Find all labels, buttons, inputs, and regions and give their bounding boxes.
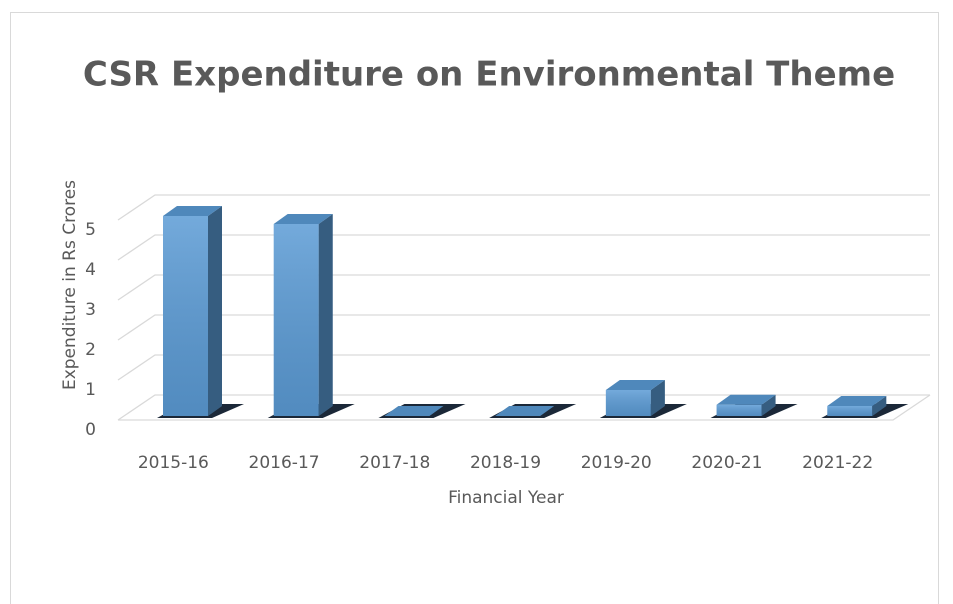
bar-shade [273, 224, 319, 416]
bar-shade [605, 390, 651, 416]
x-axis-label: Financial Year [448, 488, 564, 508]
bar-top-shade [716, 394, 776, 405]
y-tick-label: 5 [85, 220, 96, 240]
bar-top-shade [827, 396, 887, 406]
bar-side-shade [761, 394, 776, 416]
grid-line [117, 274, 930, 301]
grid-line [117, 394, 930, 421]
x-tick-label: 2018-19 [470, 453, 541, 473]
y-axis-label: Expenditure in Rs Crores [60, 180, 80, 390]
bar-side [208, 206, 222, 416]
x-tick-label: 2019-20 [581, 453, 652, 473]
bar-top [273, 214, 333, 224]
bar-top [605, 380, 665, 390]
grid-line [117, 314, 930, 341]
bar-side-shade [318, 214, 333, 416]
chart-title: CSR Expenditure on Environmental Theme [83, 55, 895, 95]
bar-side [761, 394, 776, 416]
grid-line [117, 234, 930, 261]
bar-shade [827, 406, 873, 416]
x-tick-label: 2016-17 [249, 453, 320, 473]
bar-side-shade [208, 206, 222, 416]
bar-top [716, 394, 776, 405]
x-tick-label: 2017-18 [359, 453, 430, 473]
bar-side [872, 396, 887, 416]
bar-shade [163, 216, 208, 416]
bar-shade [716, 404, 762, 416]
bar-top [384, 406, 444, 416]
bar-top-shade [495, 406, 555, 416]
y-tick-label: 3 [85, 300, 96, 320]
bar-side [318, 214, 333, 416]
y-tick-label: 2 [85, 340, 96, 360]
bar-top [827, 396, 887, 406]
x-tick-label: 2020-21 [691, 453, 762, 473]
y-tick-label: 0 [85, 420, 96, 440]
grid-line [117, 194, 930, 221]
bar-side-shade [650, 380, 665, 416]
floor [118, 394, 931, 421]
bar-side [650, 380, 665, 416]
chart-frame [10, 12, 939, 604]
grid-line [117, 354, 930, 381]
bar-top [495, 406, 555, 416]
bar-side-shade [872, 396, 887, 416]
bar-top-shade [273, 214, 333, 224]
bar-top-shade [163, 206, 222, 216]
x-tick-label: 2015-16 [138, 453, 209, 473]
y-tick-label: 4 [85, 260, 96, 280]
bar-top-shade [605, 380, 665, 390]
bar-top-shade [384, 406, 444, 416]
x-tick-label: 2021-22 [802, 453, 873, 473]
bar-top [163, 206, 222, 216]
y-tick-label: 1 [85, 380, 96, 400]
